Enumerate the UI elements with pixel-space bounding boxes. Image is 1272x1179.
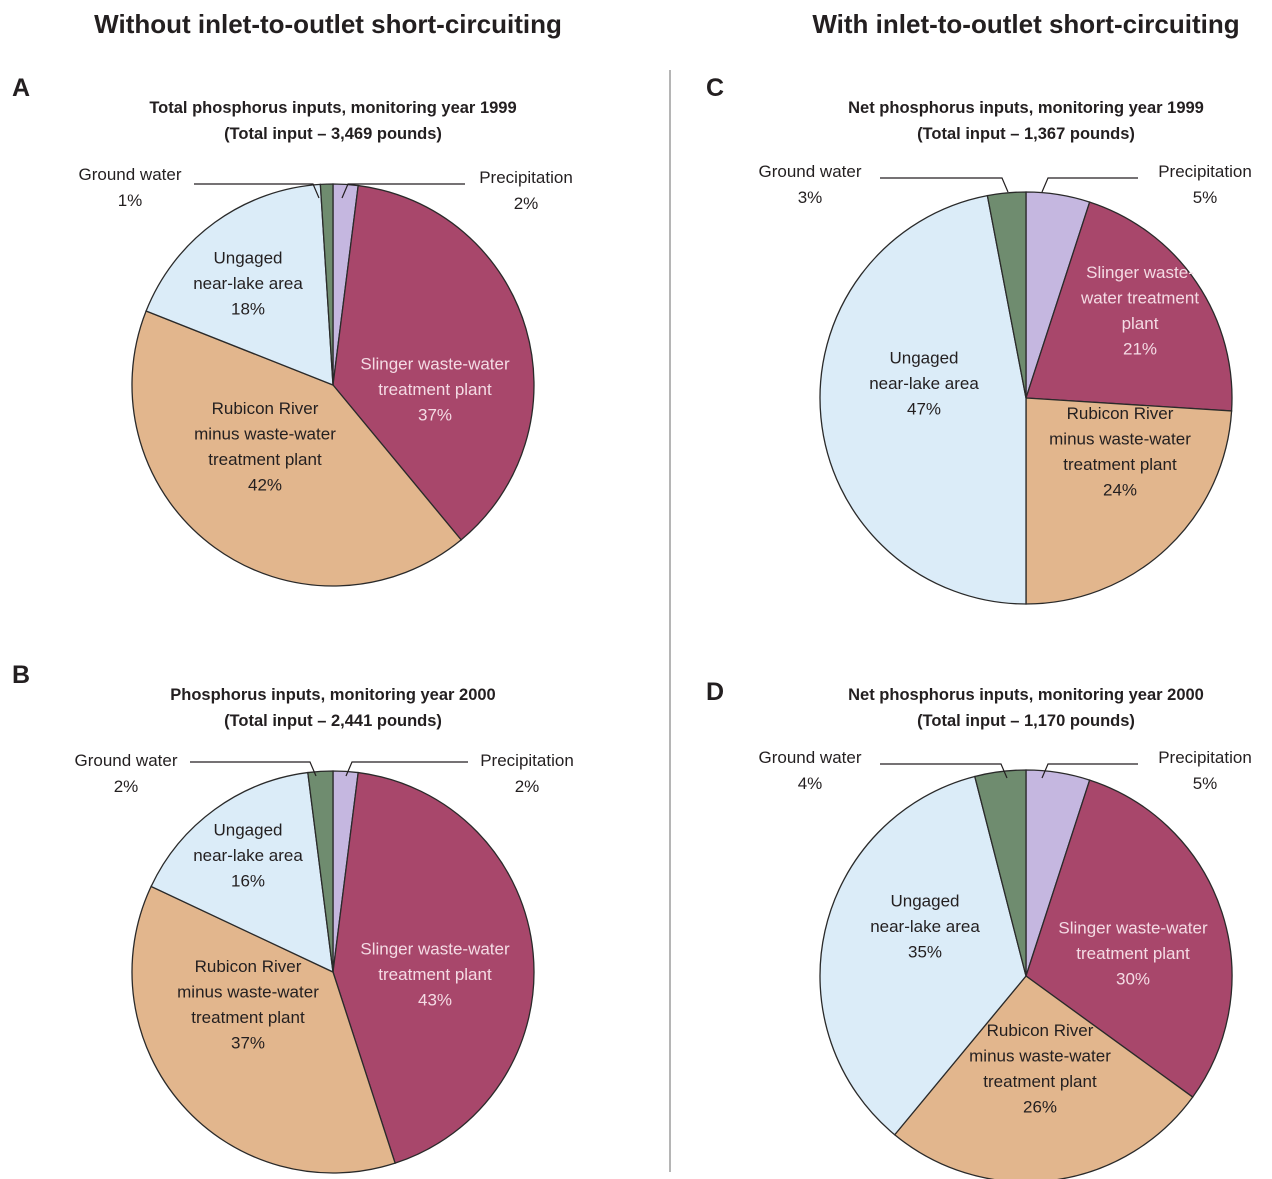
precipitation-percent: 2%: [514, 194, 539, 213]
precipitation-percent: 5%: [1193, 188, 1218, 207]
left-column-header: Without inlet-to-outlet short-circuiting: [94, 9, 562, 39]
rubicon-label: Rubicon River minus waste-water treatment …: [177, 957, 319, 1053]
rubicon-label: Rubicon River minus waste-water treatment …: [1049, 404, 1191, 500]
precipitation-percent: 5%: [1193, 774, 1218, 793]
pie-slice-slinger: [332, 771, 535, 1164]
ungaged-label: Ungaged near-lake area 35%: [870, 892, 980, 962]
ground-water-leader-line: [190, 761, 317, 777]
pie-slice-rubicon: [893, 975, 1194, 1179]
chart-title: Net phosphorus inputs, monitoring year 2…: [848, 686, 1204, 704]
ground-water-percent: 4%: [798, 774, 823, 793]
pie-panel-c: C Net phosphorus inputs, monitoring year …: [706, 74, 1252, 605]
ground-water-label: Ground water: [79, 165, 182, 184]
ungaged-label: Ungaged near-lake area 16%: [193, 821, 303, 891]
chart-subtitle: (Total input – 1,367 pounds): [917, 125, 1135, 143]
ground-water-leader-line: [880, 177, 1009, 193]
pie-slice-slinger: [1025, 779, 1233, 1098]
pie-panel-b: B Phosphorus inputs, monitoring year 2000…: [12, 661, 574, 1174]
pie-slice-ungaged: [819, 194, 1027, 605]
pie-slice-ungaged: [819, 775, 1027, 1136]
precipitation-label: Precipitation: [1158, 748, 1252, 767]
pie-slice-ground-water: [307, 770, 334, 973]
right-column-header: With inlet-to-outlet short-circuiting: [812, 9, 1239, 39]
pie-slice-slinger: [332, 184, 535, 541]
slinger-label: Slinger waste-water treatment plant 30%: [1058, 919, 1208, 989]
panel-letter: A: [12, 74, 30, 102]
precipitation-label: Precipitation: [479, 168, 573, 187]
chart-title: Net phosphorus inputs, monitoring year 1…: [848, 99, 1204, 117]
pie-slice-slinger: [1025, 201, 1233, 412]
rubicon-label: Rubicon River minus waste-water treatment …: [969, 1021, 1111, 1117]
ground-water-label: Ground water: [759, 162, 862, 181]
rubicon-label: Rubicon River minus waste-water treatment …: [194, 399, 336, 495]
precipitation-leader-line: [345, 761, 468, 777]
pie-panel-d: D Net phosphorus inputs, monitoring year …: [706, 678, 1252, 1179]
slinger-label: Slinger waste-water treatment plant 37%: [360, 355, 510, 425]
pie-slice-rubicon: [131, 310, 463, 587]
ground-water-percent: 3%: [798, 188, 823, 207]
precipitation-label: Precipitation: [480, 751, 574, 770]
pie-slice-rubicon: [1025, 397, 1233, 605]
pie-slice-ground-water: [973, 769, 1027, 977]
ground-water-percent: 2%: [114, 777, 139, 796]
ground-water-label: Ground water: [75, 751, 178, 770]
precipitation-leader-line: [1041, 763, 1138, 779]
ungaged-label: Ungaged near-lake area 18%: [193, 249, 303, 319]
ground-water-label: Ground water: [759, 748, 862, 767]
precipitation-percent: 2%: [515, 777, 540, 796]
ground-water-percent: 1%: [118, 191, 143, 210]
pie-slice-ground-water: [319, 183, 334, 386]
slinger-label: Slinger waste-water treatment plant 43%: [360, 940, 510, 1010]
precipitation-leader-line: [1041, 177, 1138, 193]
slinger-label: Slinger waste-water treatment plant 21%: [1080, 263, 1199, 359]
chart-title: Total phosphorus inputs, monitoring year…: [149, 99, 516, 117]
pie-charts: A Total phosphorus inputs, monitoring yea…: [12, 74, 1252, 1179]
pie-slice-ungaged: [145, 183, 334, 386]
pie-slice-ground-water: [986, 191, 1027, 399]
pie-slice-ungaged: [150, 771, 334, 974]
chart-subtitle: (Total input – 3,469 pounds): [224, 125, 442, 143]
precipitation-label: Precipitation: [1158, 162, 1252, 181]
ground-water-leader-line: [880, 763, 1008, 779]
panel-letter: C: [706, 74, 724, 102]
pie-slice-rubicon: [131, 885, 396, 1174]
chart-title: Phosphorus inputs, monitoring year 2000: [170, 686, 495, 704]
chart-subtitle: (Total input – 2,441 pounds): [224, 712, 442, 730]
chart-subtitle: (Total input – 1,170 pounds): [917, 712, 1135, 730]
panel-letter: B: [12, 661, 30, 689]
panel-letter: D: [706, 678, 724, 706]
ungaged-label: Ungaged near-lake area 47%: [869, 349, 979, 419]
pie-panel-a: A Total phosphorus inputs, monitoring yea…: [12, 74, 573, 587]
ground-water-leader-line: [194, 183, 320, 199]
precipitation-leader-line: [341, 183, 465, 199]
